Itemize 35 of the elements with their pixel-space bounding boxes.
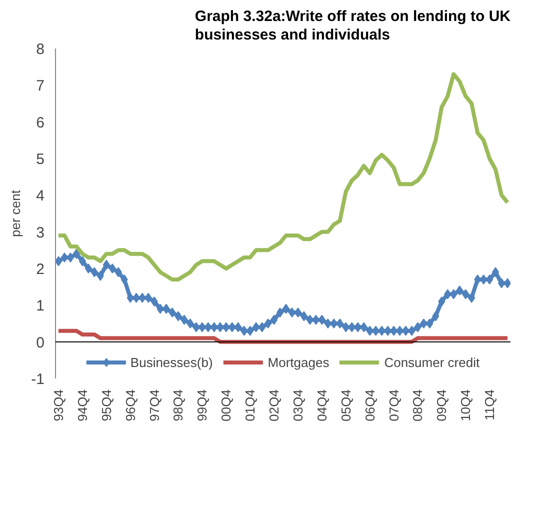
x-tick-label: 94Q4 xyxy=(74,389,90,422)
x-tick-label: 09Q4 xyxy=(434,389,450,422)
y-tick-label: 7 xyxy=(36,78,44,95)
x-tick-label: 11Q4 xyxy=(482,389,498,420)
legend-label: Consumer credit xyxy=(384,354,480,370)
x-tick-label: 96Q4 xyxy=(122,389,138,422)
x-tick-label: 02Q4 xyxy=(266,389,282,422)
x-tick-label: 08Q4 xyxy=(410,389,426,422)
y-tick-label: 1 xyxy=(36,298,44,315)
y-tick-label: 5 xyxy=(36,151,44,168)
x-tick-label: 03Q4 xyxy=(290,389,306,422)
x-tick-label: 99Q4 xyxy=(194,389,210,422)
x-tick-label: 93Q4 xyxy=(50,389,66,422)
x-tick-label: 07Q4 xyxy=(386,389,402,422)
x-tick-label: 01Q4 xyxy=(242,389,258,422)
x-tick-label: 98Q4 xyxy=(170,389,186,422)
x-tick-label: 97Q4 xyxy=(146,389,162,422)
x-tick-label: 00Q4 xyxy=(218,389,234,422)
y-tick-label: 3 xyxy=(36,224,44,242)
legend-label: Businesses(b) xyxy=(130,354,213,370)
y-tick-label: 2 xyxy=(36,261,44,278)
y-tick-label: 4 xyxy=(36,188,44,205)
y-tick-label: -1 xyxy=(31,371,45,388)
x-tick-label: 06Q4 xyxy=(362,389,378,422)
x-tick-label: 04Q4 xyxy=(314,389,330,422)
line-series xyxy=(56,72,510,282)
x-tick-label: 95Q4 xyxy=(98,389,114,422)
y-tick-label: 0 xyxy=(36,334,44,352)
x-tick-label: 10Q4 xyxy=(458,389,474,422)
x-tick-label: 05Q4 xyxy=(338,389,354,422)
y-axis-title: per cent xyxy=(8,190,24,237)
chart-title: Graph 3.32a:Write off rates on lending to UK businesses and individuals xyxy=(194,8,511,44)
y-tick-label: 8 xyxy=(36,41,44,58)
y-tick-label: 6 xyxy=(36,114,44,132)
legend-label: Mortgages xyxy=(268,354,330,370)
